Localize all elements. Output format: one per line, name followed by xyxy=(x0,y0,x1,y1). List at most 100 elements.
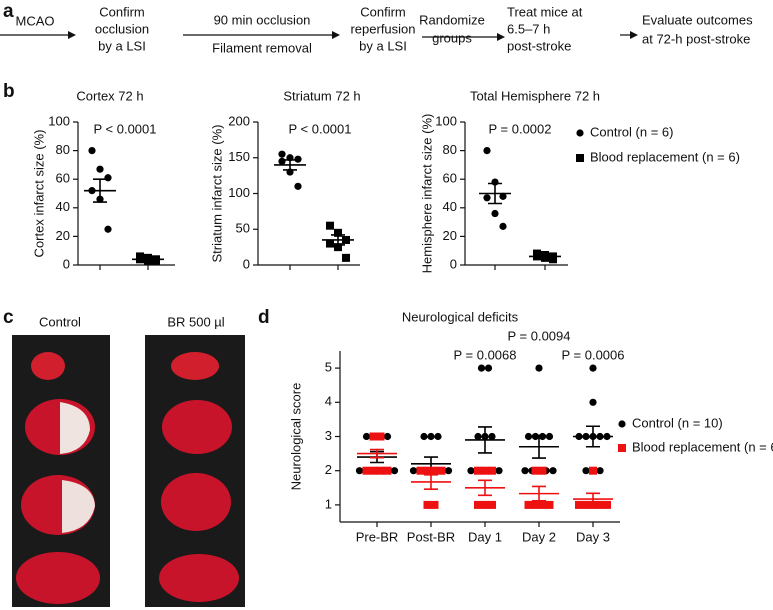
point xyxy=(334,228,342,237)
point xyxy=(369,466,378,475)
arrow-head xyxy=(332,31,340,39)
y-tick-label: 100 xyxy=(228,185,250,200)
point xyxy=(362,432,371,441)
point xyxy=(376,432,385,441)
point xyxy=(416,466,425,475)
point xyxy=(545,432,554,441)
point xyxy=(603,500,611,509)
point xyxy=(467,467,475,475)
p-value: P = 0.0006 xyxy=(561,347,624,362)
point xyxy=(104,225,112,233)
point xyxy=(430,500,439,509)
point xyxy=(423,466,432,475)
chart-title: Neurological deficits xyxy=(402,309,519,324)
point xyxy=(531,432,540,441)
x-tick-label: Day 3 xyxy=(576,529,610,544)
error-bar xyxy=(478,479,492,497)
point xyxy=(549,467,557,475)
y-axis-label: Hemisphere infarct size (%) xyxy=(419,114,434,274)
y-tick-label: 5 xyxy=(325,360,332,375)
flow-text: groups xyxy=(432,30,472,45)
point xyxy=(390,467,399,475)
error-bar xyxy=(532,485,546,502)
arrow-head xyxy=(68,31,76,39)
point xyxy=(488,500,496,509)
flow-text: 90 min occlusion xyxy=(214,12,311,27)
point xyxy=(104,174,112,182)
error-bar xyxy=(586,492,600,506)
point xyxy=(575,500,583,509)
flow-text: by a LSI xyxy=(98,38,146,53)
flow-text: Confirm xyxy=(99,4,145,19)
y-tick-label: 200 xyxy=(228,113,250,128)
x-tick-label: Pre-BR xyxy=(356,529,399,544)
point xyxy=(524,500,533,509)
legend-label: Control (n = 10) xyxy=(632,415,723,430)
point xyxy=(474,500,482,509)
arrow-head xyxy=(630,31,638,39)
point xyxy=(589,364,597,372)
point xyxy=(596,467,604,475)
point xyxy=(409,467,418,475)
point xyxy=(383,432,392,441)
y-tick-label: 50 xyxy=(236,221,250,236)
error-bar xyxy=(424,474,438,490)
point xyxy=(96,165,104,173)
error-bar xyxy=(488,182,502,205)
panel-label: a xyxy=(3,1,14,22)
point xyxy=(474,432,482,441)
point xyxy=(535,364,543,372)
y-tick-label: 80 xyxy=(56,142,70,157)
y-axis-label: Striatum infarct size (%) xyxy=(209,125,224,263)
point xyxy=(481,466,489,475)
error-bar xyxy=(370,448,384,459)
point xyxy=(152,256,160,265)
slice xyxy=(162,400,232,454)
point xyxy=(477,364,486,372)
point xyxy=(524,432,533,441)
legend-marker xyxy=(618,444,626,452)
arrow-head xyxy=(497,33,505,41)
flow-text: Filament removal xyxy=(212,40,312,55)
flow-text: at 72-h post-stroke xyxy=(642,31,750,46)
point xyxy=(538,432,547,441)
p-value: P < 0.0001 xyxy=(288,121,351,136)
flow-text: by a LSI xyxy=(359,38,407,53)
point xyxy=(278,157,286,165)
point xyxy=(278,150,286,158)
point xyxy=(369,432,378,441)
chart-title: Total Hemisphere 72 h xyxy=(470,88,600,103)
p-value: P < 0.0001 xyxy=(93,121,156,136)
y-axis-label: Neurological score xyxy=(288,383,303,491)
flow-text: Confirm xyxy=(360,4,406,19)
flow-text: 6.5–7 h xyxy=(507,21,550,36)
point xyxy=(362,466,371,475)
legend-label: Control (n = 6) xyxy=(590,124,673,139)
point xyxy=(538,466,547,475)
point xyxy=(294,155,302,163)
slice xyxy=(161,473,231,531)
point xyxy=(383,466,392,475)
y-tick-label: 20 xyxy=(56,228,70,243)
panel-label: c xyxy=(3,307,14,328)
point xyxy=(483,194,491,202)
error-bar xyxy=(532,434,546,459)
y-tick-label: 60 xyxy=(443,171,457,186)
point xyxy=(589,398,597,406)
y-tick-label: 150 xyxy=(228,149,250,164)
infarct xyxy=(60,402,90,454)
point xyxy=(521,467,529,475)
point xyxy=(423,500,432,509)
error-bar xyxy=(141,257,155,261)
infarct xyxy=(62,480,95,533)
y-tick-label: 2 xyxy=(325,462,332,477)
point xyxy=(420,432,428,441)
point xyxy=(427,432,435,441)
error-bar xyxy=(331,234,345,246)
point xyxy=(549,255,557,264)
flow-text: Evaluate outcomes xyxy=(642,12,753,27)
point xyxy=(589,466,597,475)
y-tick-label: 1 xyxy=(325,496,332,511)
point xyxy=(531,466,540,475)
